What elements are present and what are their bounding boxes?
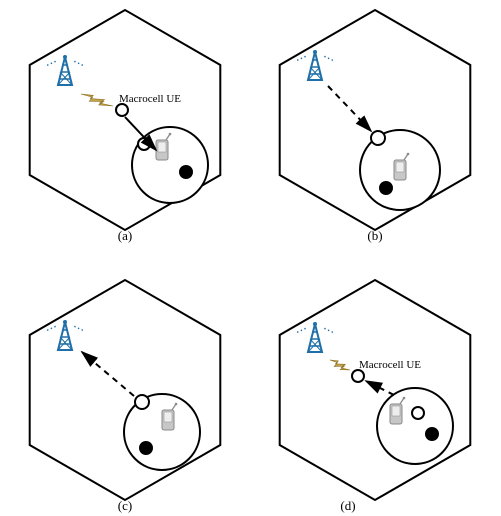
macrocell-hexagon — [30, 280, 221, 500]
ue-open-circle-icon — [138, 138, 150, 150]
ue-open-circle-icon — [116, 104, 128, 116]
macrocell-hexagon — [280, 280, 471, 500]
ue-open-circle-icon — [135, 395, 149, 409]
ue-black-dot-icon — [379, 181, 393, 195]
figure: Macrocell UE (a) (b) (c) Macrocell UE (d) — [0, 0, 501, 516]
panel-caption: (a) — [118, 228, 132, 243]
panel-caption: (b) — [367, 228, 382, 243]
ue-black-dot-icon — [139, 441, 153, 455]
femtocell-range-circle — [377, 388, 453, 464]
ue-open-circle-icon — [371, 131, 385, 145]
diagram-svg: Macrocell UE (a) (b) (c) Macrocell UE (d) — [0, 0, 501, 516]
ue-open-circle-icon — [352, 370, 364, 382]
macrocell-ue-label: Macrocell UE — [359, 359, 421, 371]
ue-black-dot-icon — [179, 165, 193, 179]
ue-open-circle-icon — [412, 407, 424, 419]
ue-black-dot-icon — [425, 427, 439, 441]
panel-caption: (d) — [340, 498, 355, 513]
panel-caption: (c) — [118, 498, 132, 513]
macrocell-ue-label: Macrocell UE — [119, 93, 181, 105]
